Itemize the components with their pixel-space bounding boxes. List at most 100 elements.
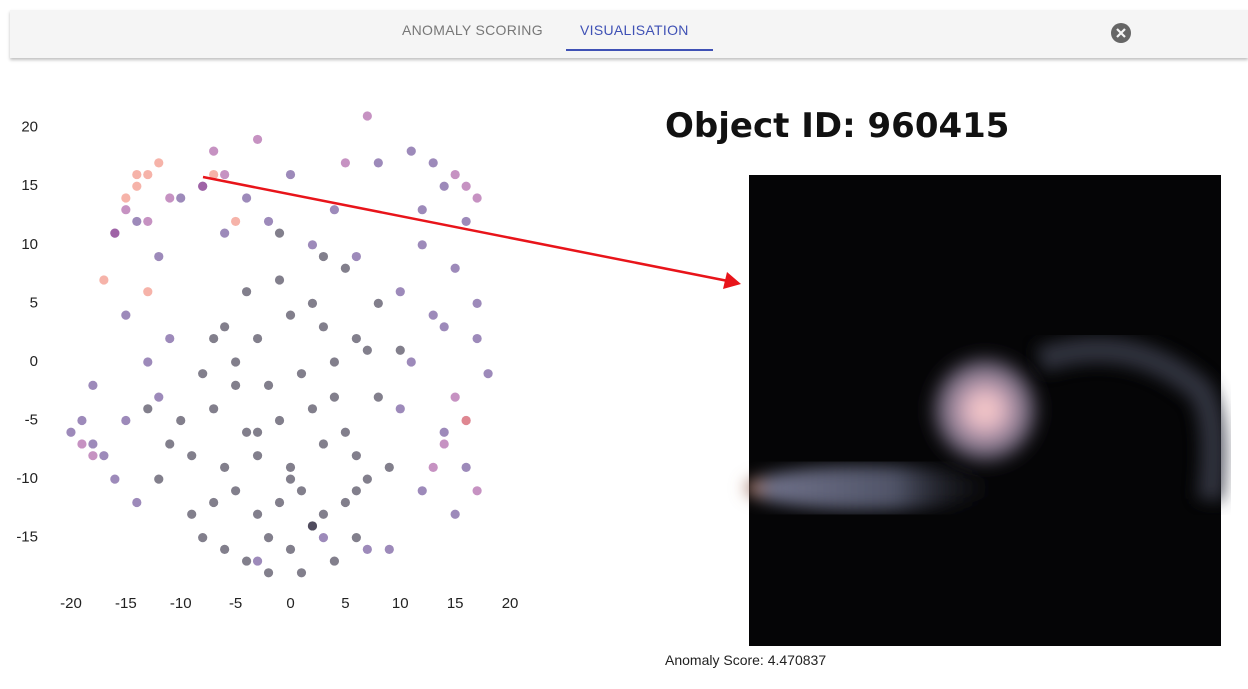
point (187, 451, 197, 461)
tab[interactable]: ANOMALY SCORING (402, 22, 543, 38)
point (307, 404, 318, 414)
point (329, 392, 340, 402)
point (285, 310, 296, 320)
point (450, 263, 460, 273)
point (362, 111, 372, 121)
x-tick-label: 0 (286, 595, 294, 612)
point (274, 497, 285, 508)
point (329, 205, 340, 215)
point (351, 251, 361, 262)
point (143, 287, 153, 297)
x-tick-label: -5 (229, 595, 242, 612)
point (296, 568, 307, 578)
point (209, 146, 219, 156)
point (263, 533, 274, 543)
point (143, 216, 153, 227)
point (154, 474, 164, 484)
point (143, 169, 153, 180)
y-tick-label: -10 (16, 470, 38, 487)
point (461, 415, 471, 426)
point (285, 169, 296, 180)
point (66, 427, 76, 437)
point (143, 404, 153, 414)
point (439, 181, 449, 191)
point (340, 497, 350, 508)
point (472, 193, 482, 203)
x-tick-label: 20 (502, 595, 519, 612)
point (362, 345, 372, 355)
point (154, 251, 164, 262)
y-tick-label: -15 (16, 529, 38, 546)
point (252, 451, 263, 461)
arrow (202, 175, 741, 289)
point (274, 275, 285, 285)
point (176, 415, 186, 426)
y-tick-label: 5 (30, 294, 38, 311)
y-tick-label: 0 (30, 353, 38, 370)
point (209, 404, 219, 414)
point (428, 310, 438, 320)
point (88, 451, 98, 461)
point (329, 357, 340, 367)
point (417, 205, 427, 215)
point (241, 427, 252, 437)
point (395, 404, 405, 414)
point (165, 193, 175, 203)
point (88, 439, 98, 449)
point (362, 544, 372, 554)
point (285, 544, 296, 554)
point (307, 240, 318, 250)
point (209, 169, 219, 180)
x-tick-label: 10 (392, 595, 409, 612)
point (329, 556, 340, 566)
point (231, 380, 241, 390)
point (121, 310, 131, 320)
point (121, 193, 131, 203)
point (263, 380, 274, 390)
point (439, 439, 449, 449)
point (362, 474, 372, 484)
point (296, 369, 307, 379)
point (318, 533, 329, 543)
point (198, 369, 208, 379)
point (340, 158, 350, 168)
point (439, 322, 449, 332)
point (318, 322, 329, 332)
point (252, 333, 263, 344)
point (285, 462, 296, 472)
point (252, 509, 263, 519)
point (351, 451, 361, 461)
point (220, 462, 230, 472)
point (450, 169, 460, 180)
point (307, 521, 318, 531)
point (77, 415, 87, 426)
point (318, 251, 329, 262)
point (307, 298, 318, 308)
point (417, 486, 427, 496)
point (241, 287, 252, 297)
close-button[interactable] (1110, 22, 1134, 46)
object-title: Object ID: 960415 (665, 106, 1010, 146)
point (263, 568, 274, 578)
point (395, 287, 405, 297)
point (198, 533, 208, 543)
point (209, 333, 219, 344)
point (110, 474, 120, 484)
tab[interactable]: VISUALISATION (580, 22, 689, 38)
point (252, 556, 263, 566)
point (99, 451, 109, 461)
point (373, 298, 383, 308)
point (132, 216, 142, 227)
point (461, 216, 471, 227)
point (472, 298, 482, 308)
point (241, 193, 252, 203)
point (340, 427, 350, 437)
point (132, 169, 142, 180)
point (77, 439, 87, 449)
point (461, 462, 471, 472)
point (296, 486, 307, 496)
point (351, 333, 361, 344)
point (241, 556, 252, 566)
